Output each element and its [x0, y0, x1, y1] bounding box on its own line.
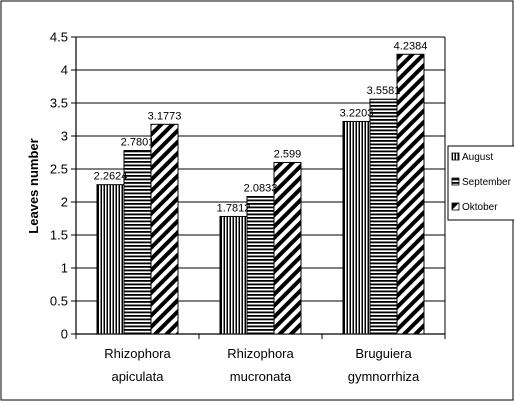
legend-entry: August [462, 152, 493, 163]
y-tick-label: 4.5 [50, 30, 68, 45]
data-label: 1.7812 [217, 202, 251, 214]
x-tick-label: Rhizophora [104, 346, 171, 361]
bar [342, 120, 371, 335]
y-tick-label: 1.5 [50, 228, 68, 243]
bar [150, 123, 179, 335]
legend-swatch [451, 152, 460, 161]
legend: August September Oktober [447, 145, 514, 221]
y-tick-label: 4 [61, 63, 68, 78]
y-tick-label: 0.5 [50, 294, 68, 309]
y-tick-label: 0 [61, 327, 68, 342]
data-label: 2.7801 [121, 137, 155, 149]
data-label: 2.2624 [94, 171, 128, 183]
x-tick-label: Rhizophora [227, 346, 294, 361]
x-tick-label: apiculata [111, 369, 164, 384]
bar [273, 161, 302, 335]
legend-entry: Oktober [462, 202, 498, 213]
y-tick-label: 2 [61, 195, 68, 210]
data-label: 3.2203 [340, 107, 374, 119]
bar [246, 196, 275, 335]
legend-entry: September [462, 177, 512, 188]
bar [123, 150, 152, 335]
x-tick-label: mucronata [230, 369, 292, 384]
y-tick-label: 2.5 [50, 162, 68, 177]
bar [219, 215, 248, 335]
y-tick-label: 3.5 [50, 96, 68, 111]
y-tick-label: 3 [61, 129, 68, 144]
bar [369, 98, 398, 335]
x-tick-label: Bruguiera [355, 346, 412, 361]
data-label: 3.1773 [148, 110, 182, 122]
x-tick-label: gymnorrhiza [348, 369, 420, 384]
bar [396, 53, 425, 335]
y-tick-label: 1 [61, 261, 68, 276]
tick-labels: 0 0.5 1 1.5 2 2.5 3 3.5 4 4.5 [50, 30, 68, 342]
value-labels: 2.2624 2.7801 3.1773 1.7812 2.0833 2.599 3.220… [94, 40, 428, 214]
data-label: 2.0833 [244, 183, 278, 195]
data-label: 2.599 [274, 148, 302, 160]
legend-swatch [451, 202, 460, 211]
bar [96, 184, 125, 335]
data-label: 4.2384 [394, 40, 428, 52]
bars [96, 53, 425, 335]
category-labels: Rhizophora apiculata Rhizophora mucronata Br… [104, 346, 420, 384]
legend-swatch [451, 177, 460, 186]
y-axis-label: Leaves number [26, 138, 41, 233]
data-label: 3.5581 [367, 85, 401, 97]
